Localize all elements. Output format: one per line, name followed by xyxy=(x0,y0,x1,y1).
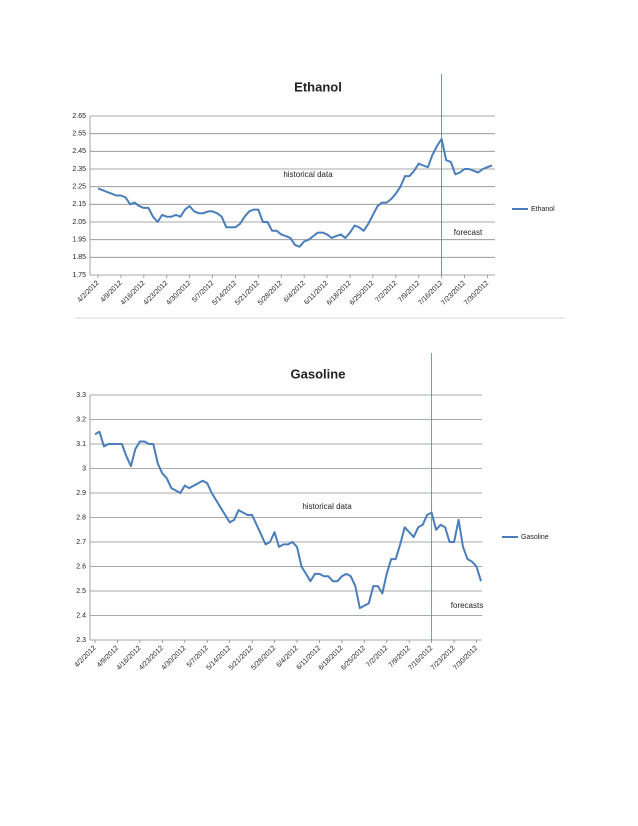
data-line xyxy=(97,138,493,248)
chart-title: Gasoline xyxy=(291,366,346,381)
y-tick-label: 2.65 xyxy=(72,113,86,120)
y-tick-label: 1.85 xyxy=(72,254,86,261)
x-tick-label: 4/30/2012 xyxy=(161,645,188,672)
y-tick-label: 2.7 xyxy=(76,539,86,546)
x-tick-label: 4/2/2012 xyxy=(73,645,97,669)
data-line xyxy=(94,430,482,610)
y-tick-label: 2.45 xyxy=(72,148,86,155)
chart-title: Ethanol xyxy=(294,79,342,94)
y-tick-label: 3.1 xyxy=(76,441,86,448)
y-tick-label: 2.55 xyxy=(72,131,86,138)
y-tick-label: 3 xyxy=(82,465,86,472)
y-tick-label: 2.25 xyxy=(72,184,86,191)
x-tick-label: 5/28/2012 xyxy=(257,280,284,307)
y-tick-label: 2.15 xyxy=(72,201,86,208)
x-tick-label: 6/25/2012 xyxy=(340,645,367,672)
x-tick-label: 4/30/2012 xyxy=(165,280,192,307)
y-tick-label: 2.8 xyxy=(76,514,86,521)
y-tick-label: 2.05 xyxy=(72,219,86,226)
x-tick-label: 6/25/2012 xyxy=(349,280,376,307)
x-tick-label: 7/30/2012 xyxy=(463,280,490,307)
y-tick-label: 2.3 xyxy=(76,637,86,644)
x-tick-label: 7/30/2012 xyxy=(452,645,479,672)
y-tick-label: 3.2 xyxy=(76,416,86,423)
x-tick-label: 5/28/2012 xyxy=(250,645,277,672)
annotation: forecasts xyxy=(451,601,483,610)
y-tick-label: 3.3 xyxy=(76,392,86,399)
legend-label: Gasoline xyxy=(521,534,549,541)
y-tick-label: 2.4 xyxy=(76,612,86,619)
annotation: historical data xyxy=(302,502,352,511)
x-tick-label: 4/2/2012 xyxy=(76,280,100,304)
legend-label: Ethanol xyxy=(531,206,555,213)
y-tick-label: 2.6 xyxy=(76,563,86,570)
x-tick-label: 7/2/2012 xyxy=(365,645,389,669)
annotation: forecast xyxy=(454,228,483,237)
y-tick-label: 1.95 xyxy=(72,237,86,244)
x-tick-label: 7/2/2012 xyxy=(374,280,398,304)
annotation: historical data xyxy=(283,170,333,179)
y-tick-label: 2.35 xyxy=(72,166,86,173)
y-tick-label: 1.75 xyxy=(72,272,86,279)
y-tick-label: 2.9 xyxy=(76,490,86,497)
y-tick-label: 2.5 xyxy=(76,588,86,595)
